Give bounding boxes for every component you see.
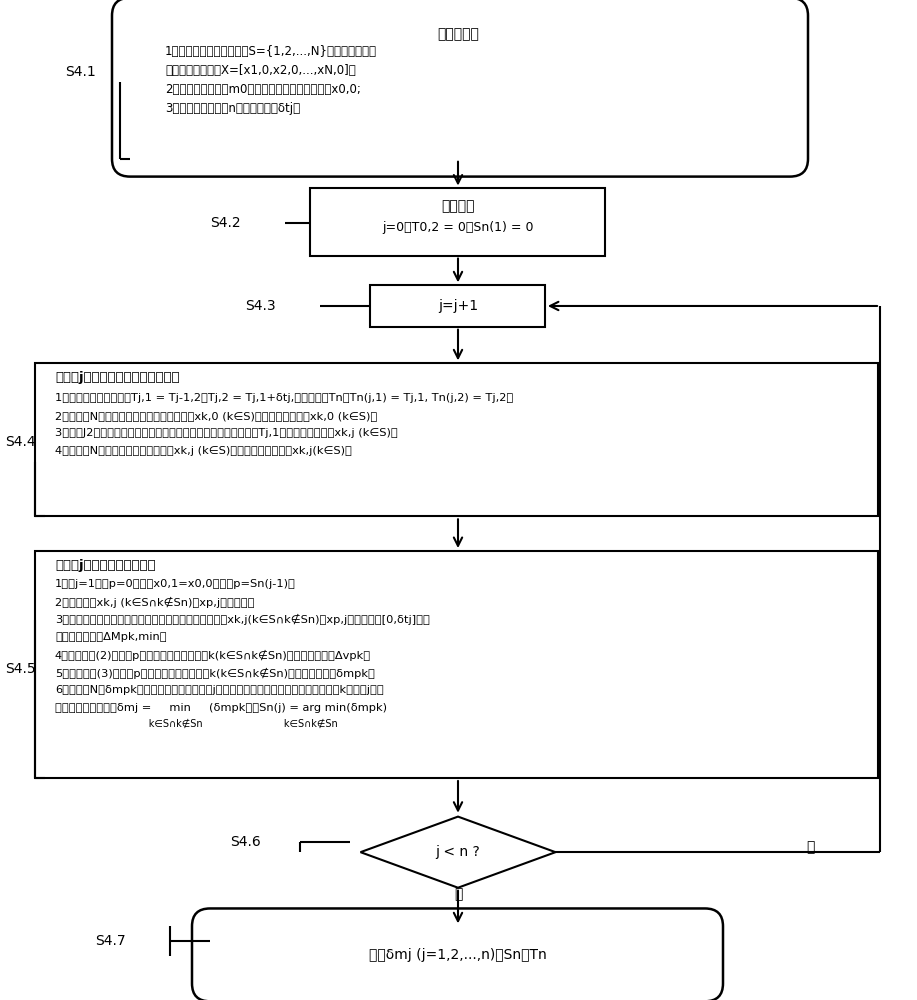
Text: 会对象的序号，即：δmj =     min     (δmpk），Sn(j) = arg min(δmpk): 会对象的序号，即：δmj = min (δmpk），Sn(j) = arg mi… bbox=[55, 703, 387, 713]
Polygon shape bbox=[360, 817, 556, 888]
Text: 小的平近点角差ΔMpk,min；: 小的平近点角差ΔMpk,min； bbox=[55, 632, 167, 642]
Text: S4.7: S4.7 bbox=[95, 934, 126, 948]
Text: S4.1: S4.1 bbox=[65, 65, 95, 79]
Text: 是: 是 bbox=[806, 840, 814, 854]
Text: j=0，T0,2 = 0，Sn(1) = 0: j=0，T0,2 = 0，Sn(1) = 0 bbox=[382, 221, 534, 234]
Bar bbox=[35, 551, 878, 778]
Text: 密切轨道根数集合X=[x1,0,x2,0,...,xN,0]；: 密切轨道根数集合X=[x1,0,x2,0,...,xN,0]； bbox=[165, 64, 356, 77]
Bar bbox=[35, 363, 878, 516]
Text: 2、将所有N个空间目标的初始密切轨道根数xk,0 (k∈S)转化为平轨道根数xk,0 (k∈S)。: 2、将所有N个空间目标的初始密切轨道根数xk,0 (k∈S)转化为平轨道根数xk… bbox=[55, 411, 377, 421]
Text: 2、计算每个xk,j (k∈S∩k∉Sn)与xp,j之间的差；: 2、计算每个xk,j (k∈S∩k∉Sn)与xp,j之间的差； bbox=[55, 596, 255, 608]
Text: 选取第j个最优的交会对象：: 选取第j个最优的交会对象： bbox=[55, 559, 156, 572]
Text: j=j+1: j=j+1 bbox=[438, 299, 478, 313]
Text: 1、候选空间目标序号集合S={1,2,...,N}及其初始时刻的: 1、候选空间目标序号集合S={1,2,...,N}及其初始时刻的 bbox=[165, 45, 377, 58]
Text: k∈S∩k∉Sn                          k∈S∩k∉Sn: k∈S∩k∉Sn k∈S∩k∉Sn bbox=[55, 719, 337, 729]
Text: 1、计算交会起止时间：Tj,1 = Tj-1,2，Tj,2 = Tj,1+δtj,并更新向量Tn：Tn(j,1) = Tj,1, Tn(j,2) = Tj,2。: 1、计算交会起止时间：Tj,1 = Tj-1,2，Tj,2 = Tj,1+δtj… bbox=[55, 393, 514, 403]
Text: 2、飞行器初始质量m0及初始时刻的密切轨道根数x0,0;: 2、飞行器初始质量m0及初始时刻的密切轨道根数x0,0; bbox=[165, 83, 361, 96]
Text: S4.6: S4.6 bbox=[230, 835, 260, 849]
FancyBboxPatch shape bbox=[192, 908, 723, 1000]
Text: 4、采用公式(2)计算从p转移到每一个候选对象k(k∈S∩k∉Sn)的速度增量需求Δvpk；: 4、采用公式(2)计算从p转移到每一个候选对象k(k∈S∩k∉Sn)的速度增量需… bbox=[55, 650, 371, 661]
Text: 更新第j次交会过程的时间和状态：: 更新第j次交会过程的时间和状态： bbox=[55, 371, 180, 384]
Text: j < n ?: j < n ? bbox=[436, 845, 481, 859]
Text: 1、若j=1，则p=0，且令x0,1=x0,0，否则p=Sn(j-1)；: 1、若j=1，则p=0，且令x0,1=x0,0，否则p=Sn(j-1)； bbox=[55, 579, 296, 589]
Text: 输入参数：: 输入参数： bbox=[437, 27, 479, 41]
Text: 3、采用J2摄动下的平轨道根数随时间变化的微分方程，计算得到Tj,1时刻的平轨道根数xk,j (k∈S)。: 3、采用J2摄动下的平轨道根数随时间变化的微分方程，计算得到Tj,1时刻的平轨道… bbox=[55, 428, 398, 438]
Text: 3、采用优化算法（例如遗传算法、模式搜索法等），对xk,j(k∈S∩k∉Sn)及xp,j计算时间段[0,δtj]内最: 3、采用优化算法（例如遗传算法、模式搜索法等），对xk,j(k∈S∩k∉Sn)及… bbox=[55, 614, 430, 625]
Text: 3、交会对象的数量n以及时间间隔δtj。: 3、交会对象的数量n以及时间间隔δtj。 bbox=[165, 102, 300, 115]
Text: S4.4: S4.4 bbox=[5, 435, 36, 449]
Text: 5、采用公式(3)计算从p转移到每一个候选对象k(k∈S∩k∉Sn)的燃料消耗需求δmpk；: 5、采用公式(3)计算从p转移到每一个候选对象k(k∈S∩k∉Sn)的燃料消耗需… bbox=[55, 667, 375, 679]
Text: S4.5: S4.5 bbox=[5, 662, 36, 676]
Bar bbox=[370, 285, 545, 327]
Bar bbox=[310, 188, 605, 256]
Text: 初始化：: 初始化： bbox=[441, 199, 475, 213]
Text: S4.3: S4.3 bbox=[245, 299, 276, 313]
Text: 4、将所有N个空间目标的平轨道根数xk,j (k∈S)转化为密切轨道根数xk,j(k∈S)。: 4、将所有N个空间目标的平轨道根数xk,j (k∈S)转化为密切轨道根数xk,j… bbox=[55, 446, 352, 456]
FancyBboxPatch shape bbox=[112, 0, 808, 177]
Text: 输出δmj (j=1,2,...,n)、Sn、Tn: 输出δmj (j=1,2,...,n)、Sn、Tn bbox=[370, 948, 547, 962]
Text: S4.2: S4.2 bbox=[210, 216, 240, 230]
Text: 否: 否 bbox=[454, 888, 462, 902]
Text: 6、从所有N个δmpk中选择最小的那个作为第j个交会对象的燃料消耗代价，并将对应的k作为第j个交: 6、从所有N个δmpk中选择最小的那个作为第j个交会对象的燃料消耗代价，并将对应… bbox=[55, 685, 383, 695]
